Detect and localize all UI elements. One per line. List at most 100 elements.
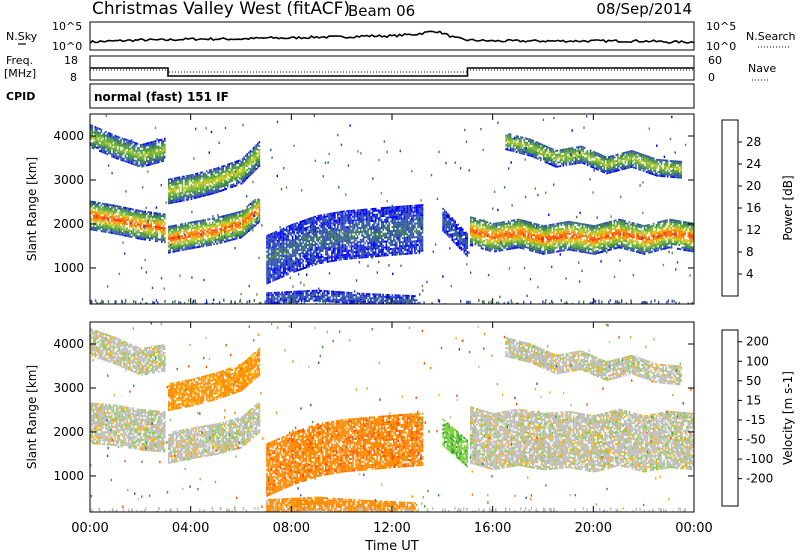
echo-cell bbox=[90, 220, 92, 223]
echo-cell bbox=[325, 233, 327, 236]
echo-cell bbox=[258, 157, 261, 159]
echo-cell bbox=[148, 229, 151, 232]
echo-cell bbox=[291, 223, 294, 226]
echo-cell bbox=[202, 176, 205, 179]
echo-cell bbox=[216, 238, 218, 241]
echo-cell bbox=[100, 148, 103, 151]
echo-cell bbox=[320, 242, 323, 245]
echo-cell bbox=[361, 218, 363, 221]
echo-cell bbox=[142, 216, 145, 219]
echo-cell bbox=[202, 175, 205, 177]
echo-cell bbox=[287, 269, 289, 272]
echo-cell bbox=[139, 218, 142, 220]
echo-cell bbox=[154, 212, 157, 215]
echo-cell bbox=[334, 214, 336, 216]
echo-cell bbox=[380, 254, 383, 257]
echo-cell bbox=[306, 250, 309, 253]
echo-cell bbox=[313, 224, 315, 227]
echo-cell bbox=[118, 207, 121, 210]
echo-cell bbox=[316, 248, 318, 251]
echo-cell bbox=[232, 165, 235, 168]
echo-cell bbox=[255, 156, 258, 159]
echo-cell bbox=[229, 215, 232, 218]
echo-cell bbox=[171, 187, 173, 190]
echo-cell bbox=[151, 237, 154, 240]
echo-cell bbox=[343, 232, 345, 235]
echo-cell bbox=[190, 237, 193, 240]
echo-cell bbox=[284, 264, 286, 267]
echo-cell bbox=[161, 228, 163, 231]
echo-cell bbox=[135, 162, 137, 165]
echo-cell bbox=[377, 239, 380, 242]
echo-cell bbox=[180, 245, 182, 248]
echo-cell bbox=[338, 223, 341, 226]
echo-cell bbox=[148, 161, 151, 164]
echo-cell bbox=[162, 239, 165, 242]
echo-cell bbox=[172, 242, 175, 245]
echo-cell bbox=[236, 229, 238, 232]
echo-cell bbox=[187, 196, 190, 199]
echo-cell bbox=[252, 169, 255, 171]
echo-cell bbox=[183, 244, 185, 247]
echo-cell bbox=[234, 218, 237, 221]
echo-cell bbox=[306, 218, 309, 221]
echo-cell bbox=[463, 232, 466, 234]
echo-cell bbox=[169, 186, 172, 189]
echo-cell bbox=[216, 177, 218, 180]
echo-cell bbox=[208, 181, 211, 184]
echo-cell bbox=[282, 259, 285, 262]
echo-cell bbox=[251, 154, 253, 157]
echo-cell bbox=[399, 209, 401, 212]
echo-cell bbox=[136, 162, 139, 165]
echo-cell bbox=[139, 151, 142, 154]
echo-cell bbox=[162, 233, 165, 236]
echo-cell bbox=[164, 147, 166, 150]
echo-cell bbox=[477, 228, 480, 231]
echo-cell bbox=[145, 164, 148, 167]
echo-cell bbox=[153, 150, 155, 153]
echo-cell bbox=[126, 213, 128, 216]
echo-cell bbox=[99, 220, 101, 222]
echo-cell bbox=[282, 273, 285, 276]
echo-cell bbox=[139, 226, 142, 228]
echo-cell bbox=[310, 231, 312, 234]
echo-cell bbox=[382, 238, 384, 241]
echo-cell bbox=[362, 222, 365, 225]
echo-cell bbox=[287, 239, 289, 242]
echo-cell bbox=[150, 163, 152, 166]
echo-cell bbox=[114, 210, 116, 213]
echo-cell bbox=[252, 208, 255, 211]
echo-cell bbox=[343, 210, 345, 213]
echo-cell bbox=[350, 225, 353, 228]
echo-cell bbox=[377, 245, 380, 248]
echo-cell bbox=[199, 187, 202, 190]
echo-cell bbox=[388, 238, 391, 241]
echo-cell bbox=[382, 222, 384, 225]
freq-ytick-top: 18 bbox=[64, 54, 78, 67]
echo-cell bbox=[442, 217, 444, 220]
echo-cell bbox=[405, 207, 407, 210]
echo-cell bbox=[193, 179, 196, 182]
echo-cell bbox=[393, 247, 395, 250]
echo-cell bbox=[141, 238, 143, 241]
echo-cell bbox=[126, 231, 128, 233]
echo-cell bbox=[411, 208, 413, 211]
echo-cell bbox=[187, 194, 190, 197]
echo-cell bbox=[123, 149, 125, 152]
echo-cell bbox=[281, 265, 283, 268]
echo-cell bbox=[193, 185, 196, 188]
echo-cell bbox=[445, 220, 447, 223]
echo-cell bbox=[205, 244, 208, 247]
echo-cell bbox=[466, 243, 469, 245]
echo-cell bbox=[242, 169, 244, 172]
echo-cell bbox=[346, 230, 348, 233]
echo-cell bbox=[276, 258, 279, 260]
echo-cell bbox=[225, 174, 227, 177]
echo-cell bbox=[126, 143, 128, 146]
echo-cell bbox=[463, 251, 466, 254]
echo-cell bbox=[299, 260, 301, 263]
echo-cell bbox=[266, 238, 268, 241]
echo-cell bbox=[216, 185, 218, 188]
echo-cell bbox=[118, 221, 121, 224]
echo-cell bbox=[365, 232, 368, 235]
